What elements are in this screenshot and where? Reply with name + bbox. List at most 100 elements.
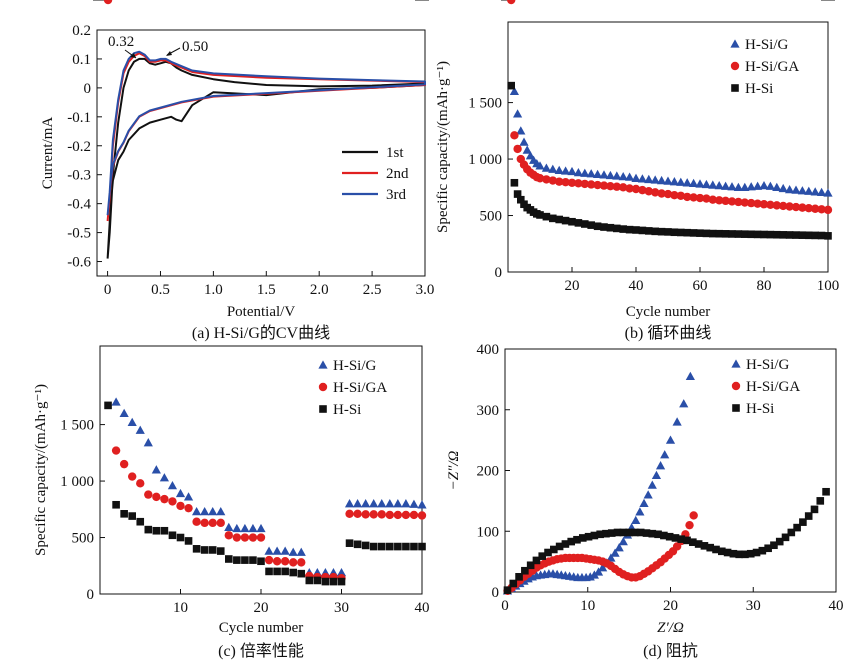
- data-point: [369, 510, 378, 519]
- data-point: [584, 532, 593, 541]
- data-point: [606, 181, 615, 191]
- data-point: [804, 512, 813, 520]
- data-point: [369, 542, 378, 551]
- data-point: [168, 531, 177, 540]
- data-point: [377, 499, 387, 508]
- series-H-Si: [104, 401, 426, 586]
- data-point: [672, 417, 682, 426]
- x-tick-label: 0: [104, 282, 112, 298]
- data-point: [612, 182, 621, 191]
- y-tick-label: -0.3: [67, 168, 91, 184]
- y-tick-label: 1 500: [468, 96, 502, 112]
- data-point: [589, 570, 599, 579]
- data-point: [631, 528, 639, 537]
- panel-caption: (a) H-Si/G的CV曲线: [192, 324, 330, 342]
- data-point: [682, 178, 692, 187]
- data-point: [728, 230, 736, 238]
- data-point: [224, 531, 233, 540]
- data-point: [676, 191, 685, 200]
- panel-a-frame: [96, 29, 426, 277]
- data-point: [638, 226, 647, 235]
- data-point: [112, 500, 120, 509]
- y-tick-label: -0.6: [67, 255, 91, 271]
- data-point: [289, 568, 297, 577]
- data-point: [669, 177, 679, 186]
- data-point: [200, 518, 209, 528]
- data-point: [683, 536, 691, 545]
- data-point: [535, 161, 545, 170]
- x-axis-label: Cycle number: [219, 620, 304, 636]
- data-point: [119, 408, 129, 417]
- data-point: [184, 537, 193, 545]
- legend-marker: [731, 84, 739, 92]
- data-point: [152, 526, 161, 535]
- data-point: [810, 187, 820, 196]
- data-point: [638, 185, 647, 195]
- data-point: [766, 230, 775, 239]
- data-point: [393, 510, 403, 520]
- data-point: [689, 193, 698, 202]
- legend-label: H-Si/G: [746, 357, 790, 373]
- data-point: [645, 227, 653, 235]
- data-point: [151, 465, 161, 474]
- y-tick-label: 0: [492, 585, 500, 601]
- y-axis-label: Specific capacity/(mAh·g⁻¹): [33, 384, 49, 556]
- data-point: [695, 193, 705, 203]
- data-point: [541, 163, 551, 172]
- data-point: [824, 232, 832, 240]
- data-point: [410, 542, 418, 551]
- data-point: [581, 220, 589, 228]
- data-point: [614, 543, 624, 552]
- data-point: [664, 228, 672, 236]
- y-tick-label: 200: [477, 464, 500, 480]
- data-point: [542, 175, 551, 184]
- data-point: [573, 168, 583, 177]
- data-point: [192, 517, 201, 526]
- data-point: [344, 499, 355, 508]
- data-point: [670, 228, 679, 237]
- data-point: [175, 488, 186, 498]
- data-point: [618, 536, 628, 546]
- data-point: [625, 528, 633, 537]
- data-point: [200, 546, 209, 554]
- x-tick-label: 40: [829, 598, 844, 614]
- y-tick-label: 0: [84, 81, 92, 97]
- data-point: [120, 510, 128, 518]
- data-point: [778, 183, 788, 193]
- panel-caption: (b) 循环曲线: [625, 324, 712, 342]
- data-point: [701, 179, 711, 189]
- data-point: [544, 548, 552, 557]
- data-point: [734, 197, 743, 207]
- legend-label: H-Si/GA: [746, 379, 800, 395]
- data-point: [593, 169, 603, 178]
- legend-label: H-Si: [746, 401, 774, 417]
- data-point: [785, 202, 794, 211]
- data-point: [651, 188, 660, 197]
- data-point: [225, 555, 233, 563]
- data-point: [765, 181, 775, 190]
- data-point: [160, 526, 169, 535]
- x-axis-label: Cycle number: [626, 304, 711, 320]
- data-point: [605, 170, 615, 180]
- y-tick-label: 500: [480, 209, 503, 225]
- data-point: [296, 547, 306, 556]
- data-point: [619, 225, 627, 233]
- data-point: [256, 533, 266, 542]
- data-point: [143, 438, 153, 447]
- data-point: [554, 165, 564, 175]
- data-point: [759, 200, 769, 209]
- data-point: [567, 166, 577, 176]
- data-point: [587, 221, 595, 229]
- data-point: [532, 556, 541, 565]
- x-tick-label: 60: [693, 278, 708, 294]
- data-point: [104, 401, 112, 410]
- data-point: [361, 510, 370, 519]
- data-point: [248, 523, 258, 533]
- annotation-arrowhead: [166, 51, 172, 56]
- data-point: [804, 203, 813, 213]
- data-point: [663, 189, 673, 199]
- data-point: [709, 229, 717, 238]
- data-point: [660, 450, 670, 459]
- cv-series-3rd: [106, 50, 426, 216]
